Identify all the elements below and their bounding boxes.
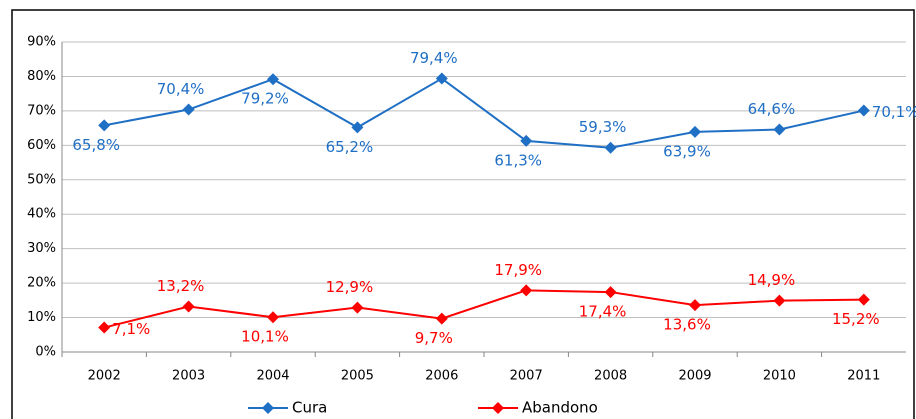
- x-tick-label: 2007: [510, 369, 543, 384]
- data-label: 64,6%: [748, 100, 796, 118]
- marker: [435, 72, 448, 85]
- series-line: [104, 77, 865, 149]
- data-label: 17,4%: [579, 303, 627, 321]
- marker: [182, 300, 195, 313]
- legend-label: Abandono: [522, 399, 598, 417]
- marker: [182, 103, 195, 116]
- x-tick-label: 2009: [678, 369, 711, 384]
- x-tick-label: 2002: [88, 369, 121, 384]
- data-label: 17,9%: [494, 261, 542, 279]
- legend-label: Cura: [292, 399, 327, 417]
- marker: [351, 121, 364, 134]
- y-tick-label: 50%: [27, 172, 56, 187]
- x-tick-label: 2010: [763, 369, 796, 384]
- data-label: 7,1%: [112, 320, 150, 338]
- x-tick-label: 2006: [425, 369, 458, 384]
- data-label: 14,9%: [748, 271, 796, 289]
- data-label: 63,9%: [663, 142, 711, 160]
- marker: [857, 104, 870, 117]
- data-label: 61,3%: [494, 151, 542, 169]
- x-tick-label: 2003: [172, 369, 205, 384]
- y-tick-label: 40%: [27, 207, 56, 222]
- y-tick-label: 90%: [27, 35, 56, 50]
- marker: [604, 141, 617, 154]
- data-label: 10,1%: [241, 328, 289, 346]
- data-label: 79,4%: [410, 49, 458, 67]
- data-label: 70,4%: [157, 80, 205, 98]
- marker: [857, 293, 870, 306]
- data-label: 9,7%: [415, 329, 453, 347]
- data-label: 15,2%: [832, 310, 880, 328]
- y-tick-label: 80%: [27, 69, 56, 84]
- marker: [267, 73, 279, 86]
- x-tick-label: 2011: [847, 369, 880, 384]
- data-label: 13,6%: [663, 316, 711, 334]
- marker: [520, 134, 533, 147]
- marker: [267, 311, 279, 324]
- legend-marker: [492, 402, 504, 414]
- y-tick-label: 0%: [35, 345, 56, 360]
- legend-marker: [262, 402, 274, 414]
- marker: [435, 312, 448, 325]
- data-label: 13,2%: [157, 277, 205, 295]
- data-label: 65,8%: [72, 136, 120, 154]
- marker: [98, 119, 111, 132]
- series-line: [103, 289, 864, 329]
- y-tick-label: 20%: [27, 276, 56, 291]
- marker: [520, 284, 533, 297]
- y-tick-label: 70%: [27, 103, 56, 118]
- data-label: 12,9%: [326, 278, 374, 296]
- x-tick-label: 2005: [341, 369, 374, 384]
- y-tick-label: 30%: [27, 241, 56, 256]
- data-label: 59,3%: [579, 118, 627, 136]
- y-tick-label: 60%: [27, 138, 56, 153]
- data-label: 79,2%: [241, 90, 289, 108]
- marker: [773, 123, 786, 136]
- x-tick-label: 2004: [256, 369, 289, 384]
- x-tick-label: 2008: [594, 369, 627, 384]
- marker: [604, 286, 617, 299]
- data-label: 70,1%: [872, 103, 916, 121]
- marker: [351, 301, 364, 314]
- y-tick-label: 10%: [27, 310, 56, 325]
- marker: [689, 125, 701, 138]
- data-label: 65,2%: [326, 138, 374, 156]
- marker: [773, 294, 786, 307]
- marker: [689, 299, 701, 312]
- marker: [98, 321, 111, 334]
